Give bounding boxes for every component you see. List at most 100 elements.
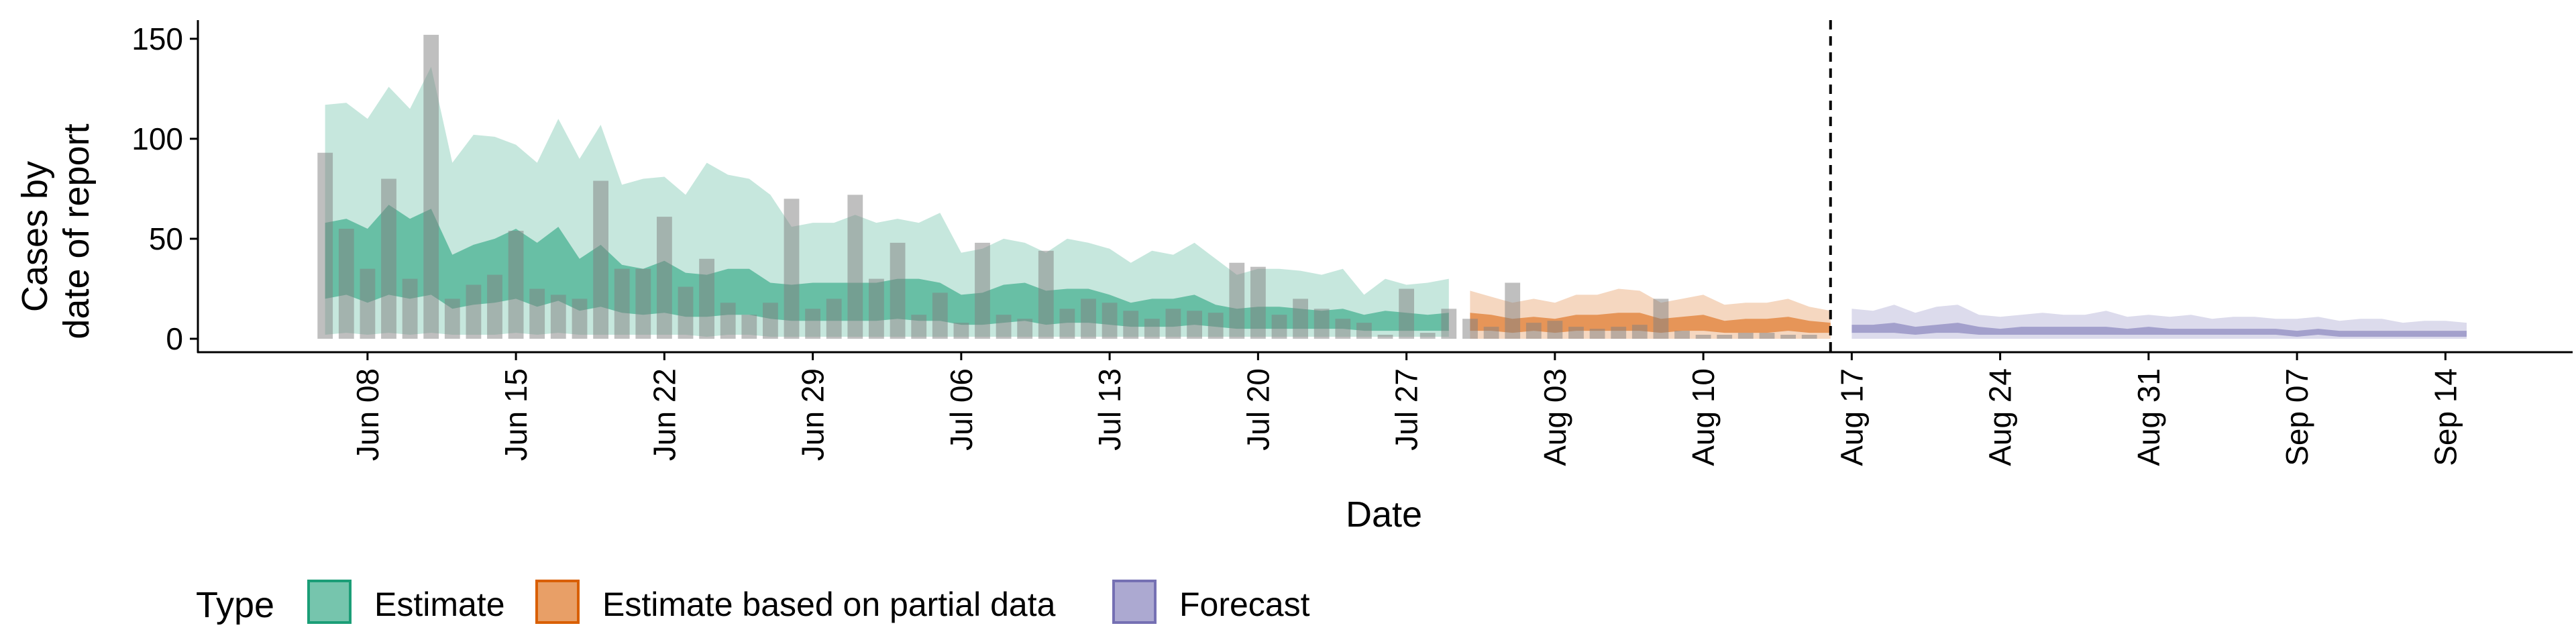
- reported-cases-bar: [593, 180, 608, 339]
- legend-label-forecast: Forecast: [1179, 586, 1310, 623]
- y-tick-label: 0: [166, 321, 183, 356]
- reported-cases-bar: [1250, 266, 1266, 339]
- reported-cases-bar: [1568, 327, 1584, 339]
- x-tick-label: Jul 27: [1389, 368, 1424, 451]
- reported-cases-bar: [1187, 311, 1202, 339]
- reported-cases-bar: [763, 303, 778, 339]
- reported-cases-bars: [317, 34, 1817, 339]
- reported-cases-bar: [657, 217, 672, 339]
- x-axis-ticks: Jun 08 Jun 15 Jun 22 Jun 29 Jul 06 Jul 13 Jul …: [350, 352, 2463, 466]
- reported-cases-bar: [1229, 262, 1245, 339]
- x-tick-label: Sep 14: [2428, 368, 2463, 466]
- reported-cases-bar: [466, 284, 482, 339]
- forecast-ribbon-50: [1851, 323, 2467, 337]
- legend-key-estimate: [307, 580, 352, 624]
- x-tick-label: Jul 13: [1092, 368, 1127, 451]
- reported-cases-bar: [381, 178, 396, 339]
- reported-cases-bar: [975, 242, 990, 339]
- reported-cases-bar: [1059, 309, 1075, 339]
- legend-title: Type: [196, 585, 274, 625]
- reported-cases-bar: [741, 315, 757, 339]
- reported-cases-bar: [487, 274, 502, 339]
- x-tick-label: Aug 10: [1686, 368, 1721, 466]
- y-tick-label: 50: [149, 221, 183, 256]
- x-tick-label: Aug 24: [1983, 368, 2018, 466]
- x-tick-label: Aug 03: [1538, 368, 1572, 466]
- reported-cases-bar: [1102, 303, 1118, 339]
- reported-cases-bar: [699, 258, 714, 339]
- reported-cases-bar: [614, 268, 630, 339]
- reported-cases-bar: [1399, 288, 1414, 339]
- reported-cases-bar: [338, 229, 354, 339]
- reported-cases-bar: [1462, 319, 1478, 339]
- legend-label-estimate: Estimate: [374, 586, 505, 623]
- reported-cases-bar: [1038, 250, 1054, 339]
- reported-cases-bar: [572, 299, 588, 339]
- x-tick-label: Jul 20: [1240, 368, 1275, 451]
- reported-cases-bar: [1271, 315, 1287, 339]
- reported-cases-bar: [550, 294, 566, 339]
- reported-cases-bar: [1293, 299, 1308, 339]
- reported-cases-bar: [1208, 313, 1224, 339]
- reported-cases-bar: [1717, 335, 1733, 339]
- reported-cases-bar: [678, 286, 694, 339]
- reported-cases-bar: [1505, 282, 1521, 339]
- reported-cases-bar: [847, 195, 863, 339]
- legend-key-forecast: [1112, 580, 1157, 624]
- reported-cases-bar: [1631, 325, 1648, 339]
- reported-cases-bar: [932, 292, 948, 339]
- reported-cases-bar: [911, 315, 927, 339]
- reported-cases-bar: [444, 299, 460, 339]
- y-axis-ticks: 0 50 100 150: [131, 21, 198, 356]
- reported-cases-bar: [1674, 331, 1690, 339]
- x-axis-label: Date: [1346, 494, 1422, 535]
- y-axis-label: Cases by date of report: [15, 123, 97, 339]
- legend-label-estimate-based-on-partial-data: Estimate based on partial data: [602, 586, 1056, 623]
- reported-cases-bar: [1377, 335, 1393, 339]
- reported-cases-bar: [1483, 327, 1499, 339]
- x-tick-label: Jun 29: [796, 368, 830, 461]
- x-tick-label: Sep 07: [2279, 368, 2314, 466]
- reported-cases-bar: [996, 315, 1012, 339]
- reported-cases-bar: [1144, 319, 1160, 339]
- reported-cases-bar: [1356, 323, 1372, 339]
- y-axis-label-line-1: Cases by: [15, 161, 55, 312]
- reported-cases-bar: [317, 152, 333, 339]
- reported-cases-bar: [1547, 321, 1563, 339]
- reported-cases-bar: [402, 278, 418, 339]
- reported-cases-bar: [1165, 309, 1181, 339]
- reported-cases-bar: [869, 278, 884, 339]
- x-tick-label: Jul 06: [944, 368, 979, 451]
- reported-cases-bar: [1313, 309, 1330, 339]
- legend-key-estimate-based-on-partial-data: [535, 580, 580, 624]
- reported-cases-bar: [805, 309, 820, 339]
- reported-cases-bar: [508, 231, 524, 339]
- reported-cases-bar: [1611, 327, 1627, 339]
- x-tick-label: Aug 31: [2131, 368, 2166, 466]
- y-axis-label-line-2: date of report: [56, 123, 97, 339]
- reported-cases-bar: [1759, 333, 1775, 339]
- reported-cases-bar: [1695, 335, 1711, 339]
- x-tick-label: Jun 22: [647, 368, 682, 461]
- reported-cases-bar: [953, 323, 969, 339]
- reported-cases-bar: [1653, 299, 1669, 339]
- reported-cases-bar: [635, 268, 651, 339]
- reported-cases-bar: [529, 288, 545, 339]
- reported-cases-bar: [1017, 319, 1033, 339]
- reported-cases-bar: [423, 34, 439, 339]
- reported-cases-bar: [1737, 333, 1754, 339]
- reported-cases-bar: [1123, 311, 1139, 339]
- reported-cases-bar: [1589, 329, 1605, 339]
- x-tick-label: Jun 08: [350, 368, 385, 461]
- reported-cases-bar: [1780, 335, 1796, 339]
- reported-cases-bar: [1801, 335, 1817, 339]
- reported-cases-bar: [890, 242, 906, 339]
- x-tick-label: Aug 17: [1834, 368, 1869, 466]
- y-tick-label: 150: [131, 21, 183, 56]
- y-tick-label: 100: [131, 121, 183, 156]
- reported-cases-bar: [360, 268, 376, 339]
- reported-cases-bar: [1335, 319, 1351, 339]
- reported-cases-bar: [1081, 299, 1096, 339]
- reported-cases-bar: [1441, 309, 1457, 339]
